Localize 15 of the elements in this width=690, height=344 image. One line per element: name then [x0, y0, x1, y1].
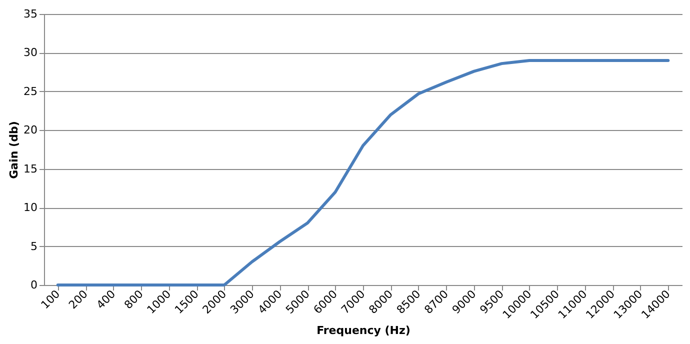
y-tick-label: 10 — [24, 201, 38, 214]
x-tick-label: 100 — [38, 288, 63, 312]
y-tick-label: 5 — [30, 240, 38, 253]
x-tick-label: 200 — [66, 288, 90, 312]
y-axis-title: Gain (db) — [8, 121, 21, 179]
y-tick-label: 30 — [24, 46, 38, 60]
y-tick-label: 15 — [24, 162, 38, 176]
line-series — [56, 58, 670, 286]
x-tick-label: 800 — [122, 288, 146, 312]
y-tick-label: 35 — [24, 8, 38, 20]
y-tick-label: 25 — [24, 84, 38, 98]
x-tick-label: 400 — [94, 288, 118, 312]
x-axis-title: Frequency (Hz) — [316, 324, 410, 337]
y-tick-label: 0 — [30, 278, 38, 292]
y-tick-label: 20 — [24, 124, 38, 137]
